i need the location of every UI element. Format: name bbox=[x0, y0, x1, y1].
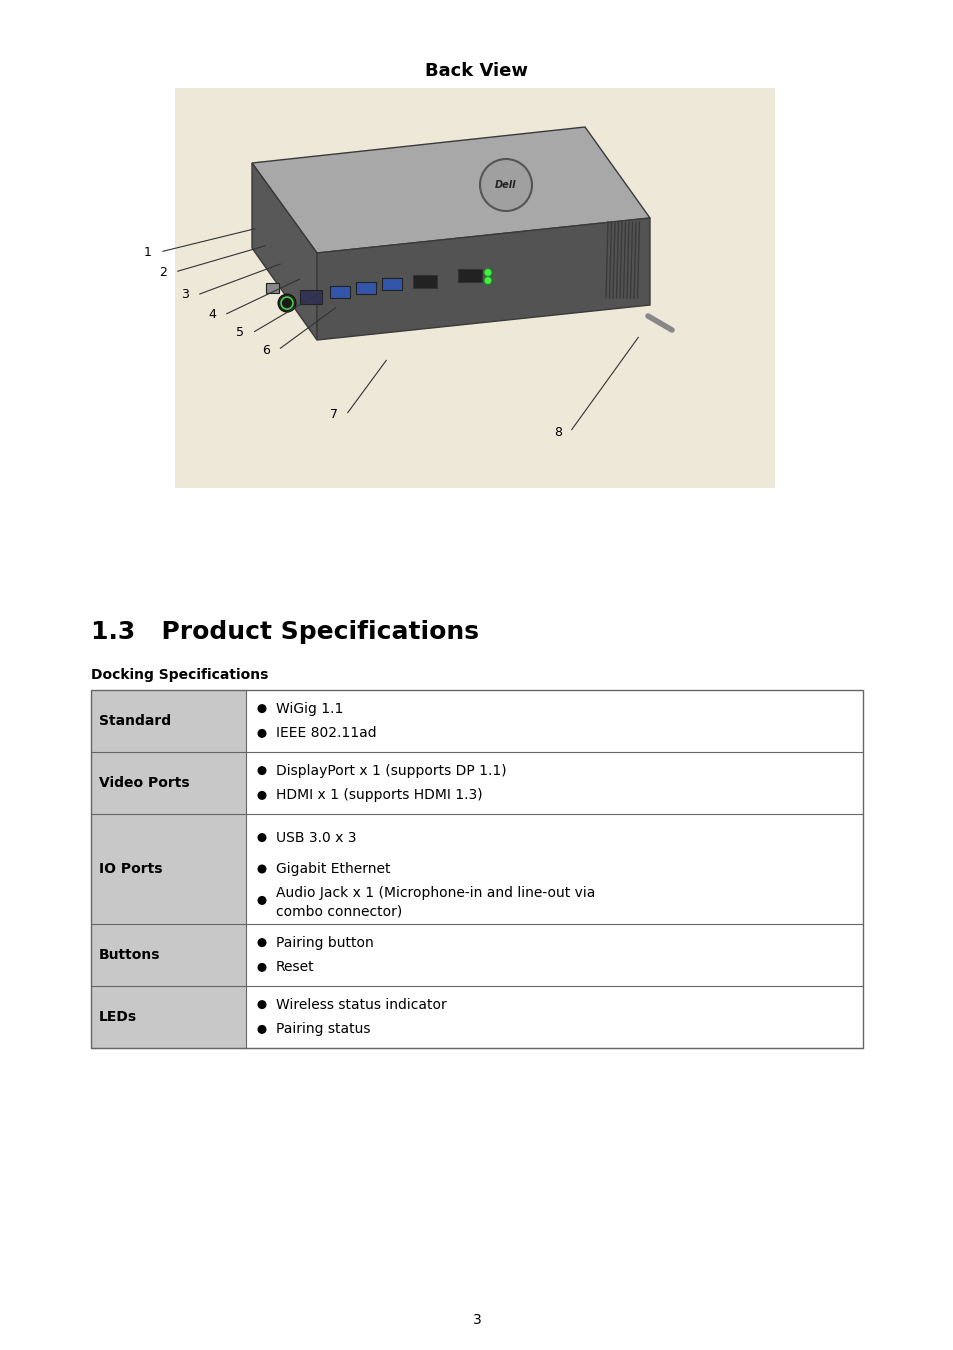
Bar bbox=[91, 986, 246, 1048]
Text: USB 3.0 x 3: USB 3.0 x 3 bbox=[275, 830, 356, 845]
FancyBboxPatch shape bbox=[355, 282, 375, 294]
Bar bbox=[246, 986, 862, 1048]
Text: combo connector): combo connector) bbox=[275, 904, 402, 918]
Bar bbox=[91, 814, 246, 923]
Bar bbox=[91, 923, 246, 986]
Circle shape bbox=[257, 896, 266, 905]
Text: 3: 3 bbox=[472, 1314, 481, 1327]
Text: IO Ports: IO Ports bbox=[99, 863, 162, 876]
FancyBboxPatch shape bbox=[299, 290, 322, 304]
Bar bbox=[246, 690, 862, 752]
Circle shape bbox=[281, 297, 293, 309]
FancyBboxPatch shape bbox=[266, 284, 278, 293]
Circle shape bbox=[257, 833, 266, 842]
Text: Docking Specifications: Docking Specifications bbox=[91, 668, 268, 682]
Circle shape bbox=[483, 277, 492, 285]
Text: Pairing status: Pairing status bbox=[275, 1022, 370, 1037]
FancyBboxPatch shape bbox=[413, 275, 436, 288]
Circle shape bbox=[257, 938, 266, 948]
Text: Audio Jack x 1 (Microphone-in and line-out via: Audio Jack x 1 (Microphone-in and line-o… bbox=[275, 887, 595, 900]
Bar bbox=[246, 752, 862, 814]
Polygon shape bbox=[316, 217, 649, 340]
FancyBboxPatch shape bbox=[381, 278, 401, 290]
Text: Wireless status indicator: Wireless status indicator bbox=[275, 998, 446, 1011]
Circle shape bbox=[257, 1025, 266, 1034]
Bar bbox=[91, 690, 246, 752]
Bar bbox=[174, 88, 774, 487]
Text: IEEE 802.11ad: IEEE 802.11ad bbox=[275, 726, 376, 740]
FancyBboxPatch shape bbox=[330, 286, 350, 297]
Polygon shape bbox=[252, 163, 316, 340]
Text: 5: 5 bbox=[235, 327, 244, 339]
FancyBboxPatch shape bbox=[457, 269, 481, 282]
Bar bbox=[91, 690, 862, 1048]
Text: Gigabit Ethernet: Gigabit Ethernet bbox=[275, 863, 390, 876]
Circle shape bbox=[479, 159, 532, 211]
Text: Video Ports: Video Ports bbox=[99, 776, 190, 790]
Circle shape bbox=[277, 294, 295, 312]
Text: Back View: Back View bbox=[425, 62, 528, 80]
Bar bbox=[246, 814, 862, 923]
Polygon shape bbox=[252, 127, 649, 252]
Text: 3: 3 bbox=[181, 289, 189, 301]
Circle shape bbox=[257, 765, 266, 775]
Text: Standard: Standard bbox=[99, 714, 171, 728]
Text: 4: 4 bbox=[208, 309, 215, 321]
Text: Reset: Reset bbox=[275, 960, 314, 975]
Circle shape bbox=[257, 791, 266, 801]
Text: 2: 2 bbox=[159, 266, 167, 278]
Text: WiGig 1.1: WiGig 1.1 bbox=[275, 702, 343, 716]
Bar bbox=[246, 923, 862, 986]
Text: HDMI x 1 (supports HDMI 1.3): HDMI x 1 (supports HDMI 1.3) bbox=[275, 788, 482, 802]
Text: Pairing button: Pairing button bbox=[275, 936, 374, 949]
Circle shape bbox=[483, 269, 492, 277]
Circle shape bbox=[257, 864, 266, 873]
Text: Dell: Dell bbox=[495, 180, 517, 190]
Text: 8: 8 bbox=[554, 425, 561, 439]
Bar bbox=[91, 752, 246, 814]
Text: 1.3   Product Specifications: 1.3 Product Specifications bbox=[91, 620, 478, 644]
Text: DisplayPort x 1 (supports DP 1.1): DisplayPort x 1 (supports DP 1.1) bbox=[275, 764, 506, 778]
Circle shape bbox=[257, 705, 266, 713]
Text: 6: 6 bbox=[262, 343, 270, 356]
Text: 7: 7 bbox=[330, 409, 337, 421]
Circle shape bbox=[257, 729, 266, 738]
Circle shape bbox=[257, 963, 266, 972]
Text: 1: 1 bbox=[144, 246, 152, 258]
Text: LEDs: LEDs bbox=[99, 1010, 137, 1025]
Circle shape bbox=[257, 1000, 266, 1008]
Text: Buttons: Buttons bbox=[99, 948, 160, 963]
